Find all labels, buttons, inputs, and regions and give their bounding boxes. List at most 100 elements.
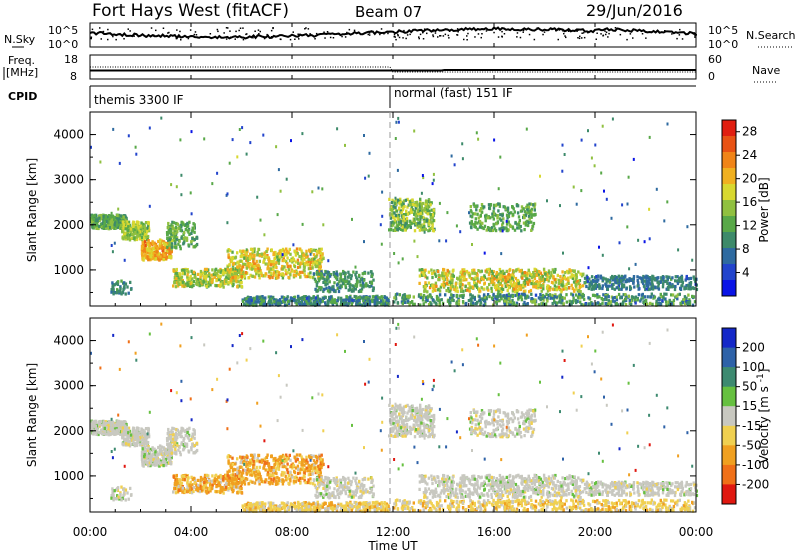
power-cell <box>507 297 511 301</box>
power-cell <box>503 296 507 300</box>
power-cell <box>555 301 559 305</box>
power-cell <box>582 272 585 276</box>
power-cell <box>523 215 526 219</box>
power-cell <box>469 225 473 229</box>
power-cell <box>302 295 306 299</box>
power-cell <box>574 298 577 303</box>
power-cell <box>668 298 671 302</box>
power-cell <box>428 228 432 232</box>
power-cell <box>623 277 626 281</box>
power-cell <box>249 296 252 300</box>
power-cell <box>217 284 220 288</box>
power-cell <box>443 283 447 287</box>
power-cell <box>239 264 242 268</box>
nsearch-point <box>380 28 383 30</box>
nsearch-point <box>209 33 212 35</box>
power-cell <box>411 198 414 202</box>
power-cell <box>358 303 361 307</box>
power-cell <box>619 302 623 306</box>
nsearch-point <box>223 32 225 34</box>
power-cell <box>317 258 320 262</box>
power-cell <box>401 225 404 229</box>
power-cell <box>667 300 670 304</box>
power-cell <box>499 274 502 278</box>
power-data-layer <box>90 116 699 307</box>
power-cell <box>257 263 260 267</box>
power-cell <box>258 259 261 263</box>
power-cell <box>570 302 573 306</box>
power-cell <box>196 283 200 287</box>
power-cell <box>494 300 498 304</box>
power-cell <box>502 271 506 275</box>
power-cell <box>479 303 482 307</box>
power-cell <box>438 298 441 302</box>
power-cell <box>680 279 683 284</box>
power-cell <box>132 221 135 225</box>
power-cell <box>310 301 313 305</box>
power-cell <box>668 275 671 279</box>
velocity-cell <box>115 423 119 427</box>
power-cell <box>124 292 127 296</box>
power-cell <box>530 215 533 219</box>
power-cell <box>285 247 288 251</box>
power-cell <box>473 212 477 216</box>
power-cell <box>249 263 252 267</box>
velocity-cell <box>124 424 127 428</box>
power-cell <box>683 287 686 291</box>
power-cell <box>625 287 628 291</box>
power-cell <box>364 176 367 180</box>
power-cell <box>578 286 581 290</box>
power-cell <box>427 303 431 307</box>
power-cell <box>629 299 633 303</box>
power-cell <box>527 205 531 209</box>
power-cell <box>542 267 546 271</box>
power-cell <box>147 258 150 262</box>
nsearch-point <box>403 29 405 32</box>
power-cell <box>380 303 383 307</box>
power-cell <box>276 301 280 305</box>
power-cell <box>123 284 126 288</box>
power-cell <box>561 298 564 302</box>
power-cell <box>665 303 668 307</box>
power-cell <box>651 302 654 306</box>
power-cell <box>459 230 462 234</box>
power-cell <box>314 279 317 283</box>
power-cell <box>393 228 397 232</box>
power-cell <box>664 279 667 283</box>
power-cell <box>485 268 489 272</box>
velocity-cell <box>113 429 116 433</box>
power-cell <box>179 228 182 233</box>
power-cell <box>317 186 320 190</box>
power-cell <box>404 226 408 230</box>
power-cell <box>319 272 322 276</box>
power-cell <box>385 296 388 300</box>
power-cell <box>272 262 275 267</box>
power-cell <box>510 211 513 215</box>
power-cell <box>356 280 359 285</box>
velocity-cell <box>117 423 120 427</box>
power-cell <box>412 302 415 307</box>
power-colorbar-swatch <box>722 168 736 185</box>
power-cell <box>518 218 521 223</box>
power-cell <box>183 271 186 275</box>
power-cell <box>404 228 407 232</box>
power-cell <box>285 177 288 181</box>
power-cell <box>474 225 477 229</box>
power-cell <box>137 221 140 225</box>
power-cell <box>393 201 396 206</box>
power-cell <box>396 301 399 305</box>
power-cell <box>581 284 585 288</box>
velocity-cell <box>101 420 104 424</box>
power-cell <box>231 138 234 142</box>
power-cell <box>480 203 484 207</box>
power-cell <box>326 273 329 277</box>
power-cell <box>307 296 311 300</box>
power-cell <box>579 290 582 294</box>
power-cell <box>275 273 278 277</box>
power-cell <box>529 212 533 216</box>
power-cell <box>98 218 101 222</box>
power-cell <box>420 223 423 227</box>
nsearch-point <box>497 36 500 38</box>
power-cell <box>101 221 104 225</box>
power-cell <box>549 286 552 290</box>
